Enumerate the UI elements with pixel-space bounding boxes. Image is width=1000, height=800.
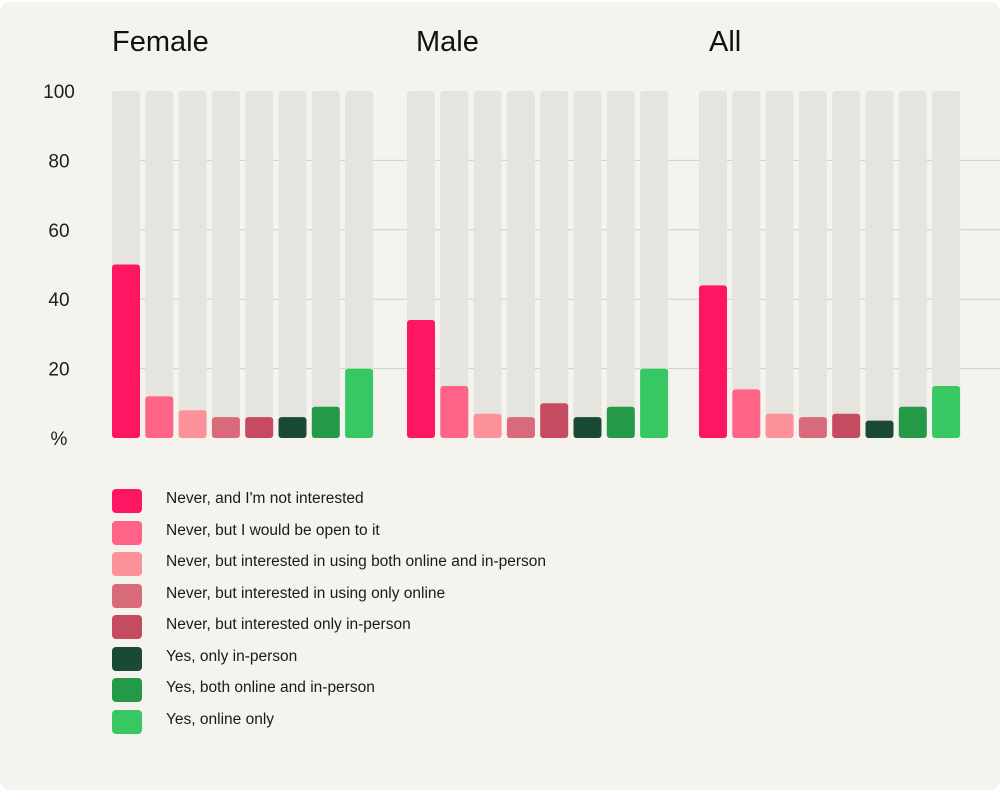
bar-track <box>278 91 307 438</box>
legend-swatch <box>112 709 142 734</box>
bar-track <box>473 91 502 438</box>
panel-title-male: Male <box>416 26 479 58</box>
bar-track <box>606 91 635 438</box>
bar-track <box>832 91 861 438</box>
bar-track <box>573 91 602 438</box>
bar-male-1 <box>407 320 435 438</box>
legend-label: Never, but interested in using only onli… <box>166 584 446 602</box>
bar-male-4 <box>506 417 535 438</box>
bar-all-8 <box>932 385 961 438</box>
bar-track <box>440 91 469 438</box>
panel-title-female: Female <box>112 26 209 58</box>
bar-male-7 <box>606 406 635 438</box>
bar-track <box>345 91 374 438</box>
legend-label: Never, and I'm not interested <box>166 490 364 507</box>
bar-all-7 <box>898 406 927 438</box>
bar-track <box>540 91 569 438</box>
bar-tracks <box>112 91 961 438</box>
legend-label: Yes, both online and in-person <box>166 679 375 696</box>
bar-track <box>865 91 894 438</box>
y-tick-label: 60 <box>48 221 69 242</box>
legend-swatch <box>112 489 142 513</box>
bar-track <box>245 91 274 438</box>
bar-female-8 <box>345 368 374 438</box>
bar-track <box>311 91 340 438</box>
bar-female-5 <box>245 417 274 438</box>
bar-all-5 <box>832 413 861 438</box>
y-tick-label: 40 <box>48 290 69 311</box>
bar-track <box>765 91 794 438</box>
bar-male-2 <box>440 385 469 438</box>
bar-track <box>145 91 174 438</box>
bar-track <box>798 91 827 438</box>
y-tick-label: 100 <box>43 82 75 103</box>
y-axis: 100 80 60 40 20% <box>43 82 75 450</box>
legend-swatch <box>112 583 142 608</box>
legend-label: Yes, only in-person <box>166 647 298 665</box>
bar-all-6 <box>865 420 894 438</box>
bar-track <box>211 91 240 438</box>
bar-female-6 <box>278 417 307 438</box>
y-tick-label: 80 <box>48 151 69 172</box>
bar-track <box>732 91 761 438</box>
legend-swatch <box>112 646 142 671</box>
bar-chart: 100 80 60 40 20% <box>43 82 1000 450</box>
bar-male-8 <box>640 368 669 438</box>
bar-track <box>640 91 669 438</box>
bar-female-2 <box>145 396 174 438</box>
y-tick-label: 20 <box>48 360 69 381</box>
legend-swatch <box>112 615 142 639</box>
bar-male-6 <box>573 417 602 438</box>
legend-swatch <box>112 678 142 702</box>
bars <box>112 264 961 438</box>
bar-female-4 <box>211 417 240 438</box>
y-axis-label: % <box>51 429 68 450</box>
bar-all-1 <box>699 285 727 438</box>
panel-title-all: All <box>709 26 742 58</box>
legend-label: Never, but interested in using both onli… <box>166 553 546 570</box>
legend-swatch <box>112 520 142 545</box>
bar-male-3 <box>473 413 502 438</box>
bar-male-5 <box>540 403 569 438</box>
bar-all-3 <box>765 413 794 438</box>
bar-female-7 <box>311 406 340 438</box>
bar-female-3 <box>178 410 207 438</box>
bar-all-2 <box>732 389 761 438</box>
bar-track <box>506 91 535 438</box>
bar-female-1 <box>112 264 140 438</box>
bar-all-4 <box>798 417 827 438</box>
legend-label: Yes, online only <box>166 710 275 728</box>
legend-label: Never, but interested only in-person <box>166 616 411 633</box>
legend-swatch <box>112 552 142 576</box>
bar-track <box>932 91 961 438</box>
legend-label: Never, but I would be open to it <box>166 521 380 539</box>
bar-track <box>898 91 927 438</box>
bar-track <box>178 91 207 438</box>
